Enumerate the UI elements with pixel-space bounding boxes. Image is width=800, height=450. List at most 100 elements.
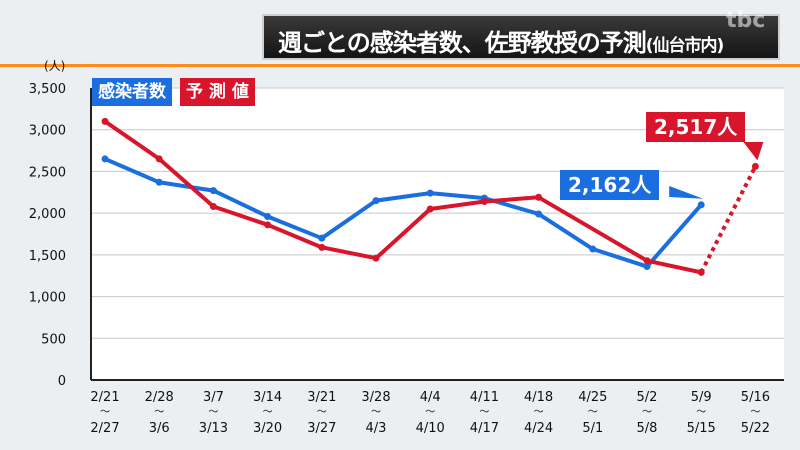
x-tick-label: 3/21 〜 3/27 — [307, 390, 336, 436]
x-tick-separator: 〜 — [479, 407, 489, 418]
x-tick-separator: 〜 — [642, 407, 652, 418]
x-tick-label: 5/9 〜 5/15 — [687, 390, 716, 436]
callout-pointer-actual — [669, 186, 704, 199]
y-tick-label: 2,000 — [29, 207, 66, 222]
title-region: (仙台市内) — [645, 36, 725, 56]
x-tick-separator: 〜 — [154, 407, 164, 418]
x-tick-end: 5/8 — [637, 421, 658, 436]
title-bar: 週ごとの感染者数、佐野教授の予測(仙台市内) — [262, 14, 780, 60]
x-tick-end: 5/15 — [687, 421, 716, 436]
x-tick-separator: 〜 — [750, 407, 760, 418]
x-tick-label: 2/21 〜 2/27 — [90, 390, 119, 436]
x-tick-start: 5/16 — [741, 390, 770, 405]
x-tick-start: 3/21 — [307, 390, 336, 405]
forecast-dashed-segment — [699, 165, 758, 274]
x-tick-start: 3/14 — [253, 390, 282, 405]
x-tick-label: 5/16 〜 5/22 — [741, 390, 770, 436]
x-tick-start: 2/21 — [90, 390, 119, 405]
x-tick-end: 5/22 — [741, 421, 770, 436]
data-point — [101, 117, 109, 125]
y-tick-label: 3,000 — [29, 124, 66, 139]
x-tick-end: 5/1 — [582, 421, 603, 436]
x-tick-end: 3/6 — [149, 421, 170, 436]
x-tick-label: 3/7 〜 3/13 — [199, 390, 228, 436]
data-point — [589, 245, 597, 253]
x-tick-label: 4/4 〜 4/10 — [416, 390, 445, 436]
legend-predicted: 予 測 値 — [180, 78, 255, 106]
y-tick-label: 0 — [58, 374, 66, 389]
x-tick-end: 4/3 — [366, 421, 387, 436]
y-tick-label: 2,500 — [29, 165, 66, 180]
x-tick-start: 3/7 — [203, 390, 224, 405]
header-accent-line — [0, 64, 800, 67]
legend-actual: 感染者数 — [92, 78, 172, 106]
data-point — [209, 187, 217, 195]
y-tick-label: 1,000 — [29, 291, 66, 306]
y-tick-label: 1,500 — [29, 249, 66, 264]
data-point — [372, 254, 380, 262]
data-point — [697, 201, 705, 209]
data-point — [209, 202, 217, 210]
x-tick-start: 3/28 — [361, 390, 390, 405]
y-tick-label: 3,500 — [29, 82, 66, 97]
x-tick-start: 4/18 — [524, 390, 553, 405]
data-point — [101, 155, 109, 163]
data-point — [155, 155, 163, 163]
x-tick-separator: 〜 — [100, 407, 110, 418]
data-point — [264, 221, 272, 229]
x-tick-label: 5/2 〜 5/8 — [637, 390, 658, 436]
series-line — [104, 157, 703, 269]
data-point — [264, 212, 272, 220]
x-tick-end: 3/27 — [307, 421, 336, 436]
x-tick-separator: 〜 — [588, 407, 598, 418]
data-point — [535, 210, 543, 218]
x-tick-end: 4/24 — [524, 421, 553, 436]
data-point — [155, 178, 163, 186]
x-tick-start: 4/4 — [420, 390, 441, 405]
data-point — [372, 197, 380, 205]
x-tick-end: 4/10 — [416, 421, 445, 436]
data-point — [426, 205, 434, 213]
x-tick-start: 5/2 — [637, 390, 658, 405]
series-lines — [101, 117, 764, 276]
data-point — [697, 268, 705, 276]
x-tick-separator: 〜 — [696, 407, 706, 418]
series-predicted — [101, 117, 759, 276]
x-tick-separator: 〜 — [263, 407, 273, 418]
x-tick-label: 4/11 〜 4/17 — [470, 390, 499, 436]
x-tick-separator: 〜 — [534, 407, 544, 418]
data-point — [318, 234, 326, 242]
x-tick-start: 4/25 — [578, 390, 607, 405]
callout-pointer-predicted — [743, 142, 764, 161]
x-tick-separator: 〜 — [371, 407, 381, 418]
data-point — [426, 189, 434, 197]
x-tick-separator: 〜 — [317, 407, 327, 418]
x-tick-start: 5/9 — [691, 390, 712, 405]
x-tick-label: 3/28 〜 4/3 — [361, 390, 390, 436]
x-tick-end: 2/27 — [90, 421, 119, 436]
gridlines — [90, 87, 784, 381]
data-point — [643, 257, 651, 265]
chart-title: 週ごとの感染者数、佐野教授の予測(仙台市内) — [278, 23, 725, 58]
x-tick-separator: 〜 — [208, 407, 218, 418]
x-tick-end: 4/17 — [470, 421, 499, 436]
y-tick-label: 500 — [41, 332, 66, 347]
data-point — [480, 197, 488, 205]
x-tick-label: 2/28 〜 3/6 — [145, 390, 174, 436]
x-tick-label: 4/18 〜 4/24 — [524, 390, 553, 436]
x-tick-label: 4/25 〜 5/1 — [578, 390, 607, 436]
series-actual — [101, 155, 705, 271]
callout-predicted-next: 2,517人 — [646, 112, 746, 142]
callout-actual-latest: 2,162人 — [560, 170, 660, 200]
x-tick-labels: 2/21〜2/272/28〜3/63/7〜3/133/14〜3/203/21〜3… — [90, 390, 770, 436]
data-point — [643, 263, 651, 271]
x-tick-start: 4/11 — [470, 390, 499, 405]
data-point — [535, 193, 543, 201]
data-point — [318, 243, 326, 251]
x-tick-end: 3/13 — [199, 421, 228, 436]
x-tick-start: 2/28 — [145, 390, 174, 405]
x-tick-end: 3/20 — [253, 421, 282, 436]
data-point — [751, 162, 759, 170]
title-main: 週ごとの感染者数、佐野教授の予測 — [278, 29, 647, 57]
